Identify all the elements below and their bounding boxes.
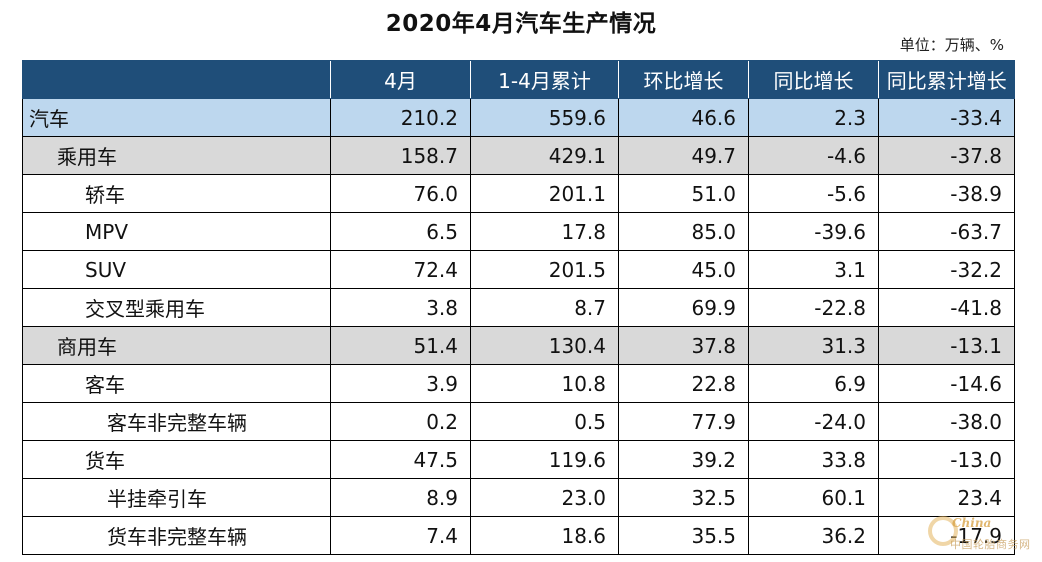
row-value-cell: 49.7 bbox=[618, 136, 749, 175]
row-value-cell: 23.4 bbox=[878, 478, 1015, 517]
row-value-cell: 36.2 bbox=[748, 516, 879, 555]
row-value-cell: 72.4 bbox=[330, 250, 471, 289]
row-value-cell: 0.2 bbox=[330, 402, 471, 441]
row-value-cell: 85.0 bbox=[618, 212, 749, 251]
row-value-cell: -5.6 bbox=[748, 174, 879, 213]
column-header-ytd: 1-4月累计 bbox=[470, 60, 619, 99]
table-row: 轿车 76.0 201.1 51.0 -5.6 -38.9 bbox=[22, 174, 1015, 213]
table-row: 客车非完整车辆 0.2 0.5 77.9 -24.0 -38.0 bbox=[22, 402, 1015, 441]
page-title: 2020年4月汽车生产情况 bbox=[385, 11, 657, 37]
table-row: 交叉型乘用车 3.8 8.7 69.9 -22.8 -41.8 bbox=[22, 288, 1015, 327]
row-value-cell: 37.8 bbox=[618, 326, 749, 365]
table-row: 半挂牵引车 8.9 23.0 32.5 60.1 23.4 bbox=[22, 478, 1015, 517]
row-label: 乘用车 bbox=[22, 136, 331, 175]
row-value-cell: 130.4 bbox=[470, 326, 619, 365]
row-value-cell: 6.5 bbox=[330, 212, 471, 251]
column-header-mom: 环比增长 bbox=[618, 60, 749, 99]
column-header-ytd-yoy: 同比累计增长 bbox=[878, 60, 1015, 99]
table-row: MPV 6.5 17.8 85.0 -39.6 -63.7 bbox=[22, 212, 1015, 251]
row-value-cell: 3.9 bbox=[330, 364, 471, 403]
unit-label: 单位：万辆、% bbox=[899, 36, 1004, 54]
row-label: 汽车 bbox=[22, 98, 331, 137]
row-value-cell: 201.5 bbox=[470, 250, 619, 289]
row-value-cell: 17.8 bbox=[470, 212, 619, 251]
row-label: SUV bbox=[22, 250, 331, 289]
table-row: 客车 3.9 10.8 22.8 6.9 -14.6 bbox=[22, 364, 1015, 403]
row-value-cell: -38.0 bbox=[878, 402, 1015, 441]
row-value-cell: 10.8 bbox=[470, 364, 619, 403]
table-row: 货车非完整车辆 7.4 18.6 35.5 36.2 -17.9 bbox=[22, 516, 1015, 555]
table-header-row: 4月 1-4月累计 环比增长 同比增长 同比累计增长 bbox=[22, 60, 1015, 99]
row-label: 货车非完整车辆 bbox=[22, 516, 331, 555]
table-row: SUV 72.4 201.5 45.0 3.1 -32.2 bbox=[22, 250, 1015, 289]
table-body: 汽车 210.2 559.6 46.6 2.3 -33.4 乘用车 158.7 429.1 49.… bbox=[22, 98, 1015, 555]
row-value-cell: 3.1 bbox=[748, 250, 879, 289]
row-label: 货车 bbox=[22, 440, 331, 479]
watermark-text: China bbox=[952, 516, 992, 530]
row-value-cell: 69.9 bbox=[618, 288, 749, 327]
row-value-cell: -41.8 bbox=[878, 288, 1015, 327]
row-value-cell: 8.7 bbox=[470, 288, 619, 327]
row-value-cell: 33.8 bbox=[748, 440, 879, 479]
row-value-cell: 0.5 bbox=[470, 402, 619, 441]
tire-ring-icon bbox=[928, 516, 958, 546]
row-value-cell: 76.0 bbox=[330, 174, 471, 213]
table-row: 货车 47.5 119.6 39.2 33.8 -13.0 bbox=[22, 440, 1015, 479]
row-value-cell: 46.6 bbox=[618, 98, 749, 137]
row-value-cell: 32.5 bbox=[618, 478, 749, 517]
row-value-cell: -39.6 bbox=[748, 212, 879, 251]
column-header-yoy: 同比增长 bbox=[748, 60, 879, 99]
column-header-name bbox=[22, 60, 331, 99]
row-value-cell: 429.1 bbox=[470, 136, 619, 175]
watermark-subtext: 中国轮胎商务网 bbox=[950, 538, 1031, 551]
row-value-cell: 119.6 bbox=[470, 440, 619, 479]
row-value-cell: 23.0 bbox=[470, 478, 619, 517]
row-value-cell: -14.6 bbox=[878, 364, 1015, 403]
row-value-cell: -38.9 bbox=[878, 174, 1015, 213]
row-value-cell: 3.8 bbox=[330, 288, 471, 327]
row-label: 半挂牵引车 bbox=[22, 478, 331, 517]
production-table: 4月 1-4月累计 环比增长 同比增长 同比累计增长 汽车 210.2 559.6 4… bbox=[22, 60, 1015, 555]
row-value-cell: 8.9 bbox=[330, 478, 471, 517]
row-value-cell: -4.6 bbox=[748, 136, 879, 175]
row-label: 商用车 bbox=[22, 326, 331, 365]
row-value-cell: 22.8 bbox=[618, 364, 749, 403]
row-label: 交叉型乘用车 bbox=[22, 288, 331, 327]
table-row: 商用车 51.4 130.4 37.8 31.3 -13.1 bbox=[22, 326, 1015, 365]
row-value-cell: -37.8 bbox=[878, 136, 1015, 175]
row-value-cell: 35.5 bbox=[618, 516, 749, 555]
table-row: 乘用车 158.7 429.1 49.7 -4.6 -37.8 bbox=[22, 136, 1015, 175]
row-value-cell: 39.2 bbox=[618, 440, 749, 479]
row-value-cell: 210.2 bbox=[330, 98, 471, 137]
row-value-cell: 51.4 bbox=[330, 326, 471, 365]
row-value-cell: -33.4 bbox=[878, 98, 1015, 137]
row-value-cell: 158.7 bbox=[330, 136, 471, 175]
row-value-cell: 559.6 bbox=[470, 98, 619, 137]
watermark-logo: China 中国轮胎商务网 bbox=[922, 514, 1034, 556]
row-value-cell: 60.1 bbox=[748, 478, 879, 517]
table-row: 汽车 210.2 559.6 46.6 2.3 -33.4 bbox=[22, 98, 1015, 137]
row-label: 客车非完整车辆 bbox=[22, 402, 331, 441]
row-value-cell: 31.3 bbox=[748, 326, 879, 365]
row-label: MPV bbox=[22, 212, 331, 251]
row-label: 客车 bbox=[22, 364, 331, 403]
row-value-cell: -63.7 bbox=[878, 212, 1015, 251]
row-value-cell: 201.1 bbox=[470, 174, 619, 213]
row-label: 轿车 bbox=[22, 174, 331, 213]
row-value-cell: -13.0 bbox=[878, 440, 1015, 479]
row-value-cell: -32.2 bbox=[878, 250, 1015, 289]
row-value-cell: 6.9 bbox=[748, 364, 879, 403]
row-value-cell: -24.0 bbox=[748, 402, 879, 441]
row-value-cell: 45.0 bbox=[618, 250, 749, 289]
row-value-cell: 47.5 bbox=[330, 440, 471, 479]
row-value-cell: 2.3 bbox=[748, 98, 879, 137]
row-value-cell: 77.9 bbox=[618, 402, 749, 441]
column-header-april: 4月 bbox=[330, 60, 471, 99]
row-value-cell: -13.1 bbox=[878, 326, 1015, 365]
row-value-cell: 51.0 bbox=[618, 174, 749, 213]
row-value-cell: 7.4 bbox=[330, 516, 471, 555]
row-value-cell: 18.6 bbox=[470, 516, 619, 555]
row-value-cell: -22.8 bbox=[748, 288, 879, 327]
